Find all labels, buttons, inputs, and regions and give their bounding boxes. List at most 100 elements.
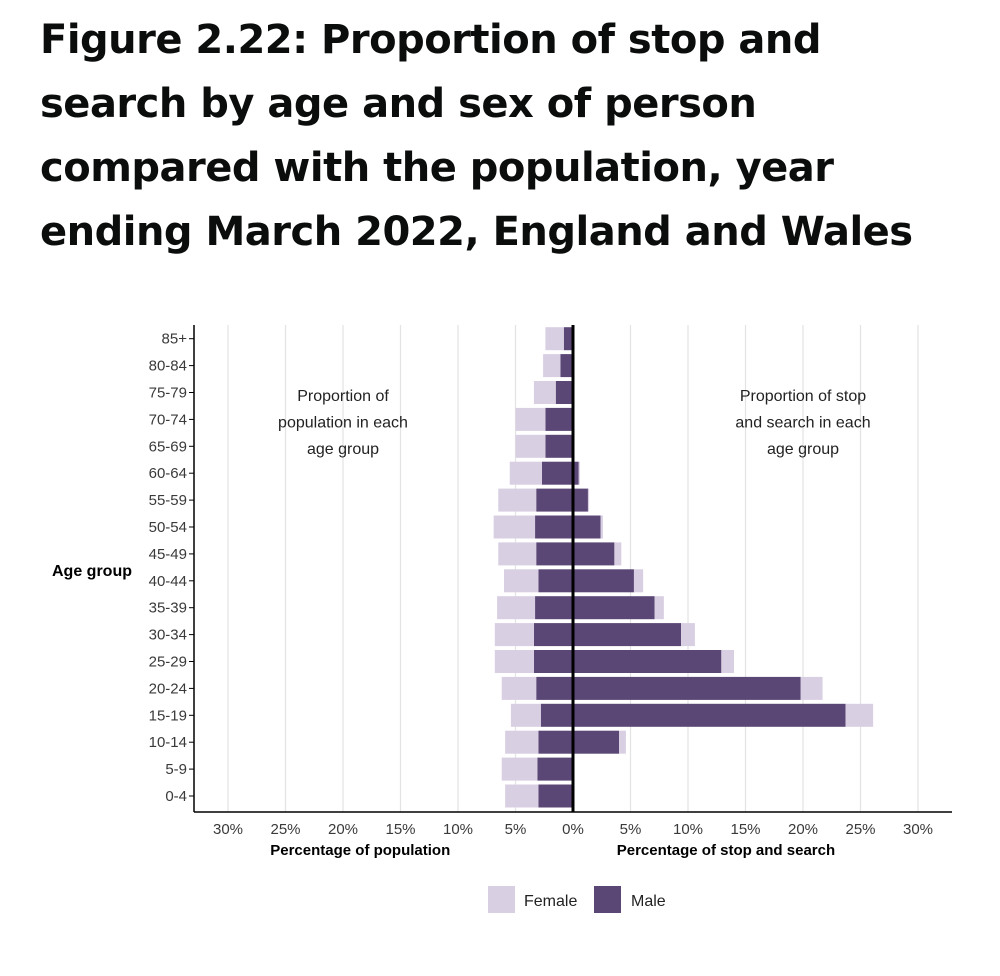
bar-left-male-45-49 xyxy=(536,542,573,566)
x-tick-label: 30% xyxy=(903,821,933,838)
x-tick-label: 5% xyxy=(620,821,642,838)
bar-right-female-35-39 xyxy=(654,596,664,620)
y-tick-label: 5-9 xyxy=(165,761,187,778)
x-tick-label: 15% xyxy=(730,821,760,838)
annotation-left-line: Proportion of xyxy=(297,388,389,405)
y-tick-label: 35-39 xyxy=(149,600,187,617)
bar-right-male-15-19 xyxy=(573,703,846,727)
bars xyxy=(493,327,874,808)
y-tick-label: 45-49 xyxy=(149,546,187,563)
y-tick-label: 55-59 xyxy=(149,492,187,509)
bar-right-female-60-64 xyxy=(578,461,580,485)
bar-left-female-60-64 xyxy=(509,461,542,485)
bar-left-male-85+ xyxy=(563,327,573,351)
bar-left-male-15-19 xyxy=(540,703,573,727)
bar-right-male-10-14 xyxy=(573,730,619,754)
bar-left-male-55-59 xyxy=(536,488,573,512)
bar-left-female-25-29 xyxy=(494,650,534,673)
legend-label-female: Female xyxy=(524,893,577,910)
bar-left-female-65-69 xyxy=(515,434,546,458)
bar-left-female-45-49 xyxy=(498,542,537,566)
bar-right-male-55-59 xyxy=(573,488,588,512)
x-axis-label-left: Percentage of population xyxy=(270,842,450,859)
bar-left-female-20-24 xyxy=(501,676,537,700)
x-tick-label: 30% xyxy=(213,821,243,838)
bar-left-male-50-54 xyxy=(535,515,573,539)
y-tick-label: 65-69 xyxy=(149,438,187,455)
bar-left-male-80-84 xyxy=(560,354,573,378)
bar-left-male-20-24 xyxy=(536,676,573,700)
bar-left-female-75-79 xyxy=(533,381,556,404)
bar-left-male-35-39 xyxy=(535,596,573,620)
bar-right-male-50-54 xyxy=(573,515,601,539)
bar-right-female-20-24 xyxy=(800,676,823,700)
x-tick-label: 5% xyxy=(505,821,527,838)
y-tick-label: 15-19 xyxy=(149,707,187,724)
x-tick-label: 20% xyxy=(328,821,358,838)
annotation-right-line: Proportion of stop xyxy=(740,388,866,405)
bar-right-female-15-19 xyxy=(845,703,874,727)
bar-right-female-50-54 xyxy=(600,515,603,539)
tick-labels: 30% 25% 20% 15% 10% 5% 0% 5% 10% 15% 20% 25% 30% 0-4 5… xyxy=(149,331,933,859)
x-tick-label: 25% xyxy=(270,821,300,838)
bar-left-male-0-4 xyxy=(538,784,573,808)
bar-left-female-50-54 xyxy=(493,515,536,539)
bar-right-male-30-34 xyxy=(573,623,682,647)
bar-left-female-80-84 xyxy=(543,354,561,378)
bar-right-male-25-29 xyxy=(573,650,722,673)
y-tick-label: 10-14 xyxy=(149,734,187,751)
bar-left-female-40-44 xyxy=(504,569,539,593)
y-tick-label: 20-24 xyxy=(149,680,187,697)
y-tick-label: 85+ xyxy=(162,331,188,348)
bar-right-male-35-39 xyxy=(573,596,655,620)
gridlines xyxy=(227,325,919,812)
bar-left-female-15-19 xyxy=(510,703,541,727)
bar-left-female-10-14 xyxy=(505,730,539,754)
x-tick-label: 20% xyxy=(788,821,818,838)
bar-left-female-30-34 xyxy=(494,623,534,647)
legend: Female Male xyxy=(488,886,666,913)
x-tick-label: 25% xyxy=(845,821,875,838)
bar-left-female-35-39 xyxy=(497,596,536,620)
axes xyxy=(189,325,952,813)
y-axis-label: Age group xyxy=(52,563,132,580)
bar-right-male-60-64 xyxy=(573,461,579,485)
y-tick-label: 30-34 xyxy=(149,627,187,644)
x-tick-label: 10% xyxy=(673,821,703,838)
y-tick-label: 60-64 xyxy=(149,465,187,482)
bar-left-female-5-9 xyxy=(501,757,538,781)
bar-left-male-25-29 xyxy=(533,650,573,673)
legend-swatch-female xyxy=(488,886,515,913)
bar-left-female-85+ xyxy=(545,327,564,351)
y-tick-label: 75-79 xyxy=(149,385,187,402)
bar-right-male-20-24 xyxy=(573,676,801,700)
bar-left-male-10-14 xyxy=(538,730,573,754)
legend-label-male: Male xyxy=(631,893,666,910)
annotation-left-line: population in each xyxy=(278,415,408,432)
x-tick-label: 0% xyxy=(562,821,584,838)
x-axis-label-right: Percentage of stop and search xyxy=(617,842,835,859)
bar-left-male-40-44 xyxy=(538,569,573,593)
bar-right-female-40-44 xyxy=(633,569,644,593)
bar-left-male-65-69 xyxy=(545,434,573,458)
y-tick-label: 25-29 xyxy=(149,654,187,671)
bar-left-female-70-74 xyxy=(515,407,546,431)
annotation-right-line: and search in each xyxy=(735,415,870,432)
bar-right-female-10-14 xyxy=(619,730,626,754)
x-tick-label: 10% xyxy=(443,821,473,838)
annotation-left-line: age group xyxy=(307,441,379,458)
bar-left-male-5-9 xyxy=(537,757,573,781)
bar-left-male-75-79 xyxy=(555,381,573,404)
bar-left-male-70-74 xyxy=(545,407,573,431)
bar-left-female-55-59 xyxy=(498,488,537,512)
bar-right-female-45-49 xyxy=(614,542,622,566)
bar-left-male-60-64 xyxy=(541,461,573,485)
y-tick-label: 0-4 xyxy=(165,788,187,805)
legend-swatch-male xyxy=(594,886,621,913)
bar-right-female-55-59 xyxy=(587,488,590,512)
y-tick-label: 80-84 xyxy=(149,358,187,375)
bar-left-male-30-34 xyxy=(533,623,573,647)
y-tick-label: 70-74 xyxy=(149,411,187,428)
y-tick-label: 40-44 xyxy=(149,573,187,590)
y-tick-label: 50-54 xyxy=(149,519,187,536)
